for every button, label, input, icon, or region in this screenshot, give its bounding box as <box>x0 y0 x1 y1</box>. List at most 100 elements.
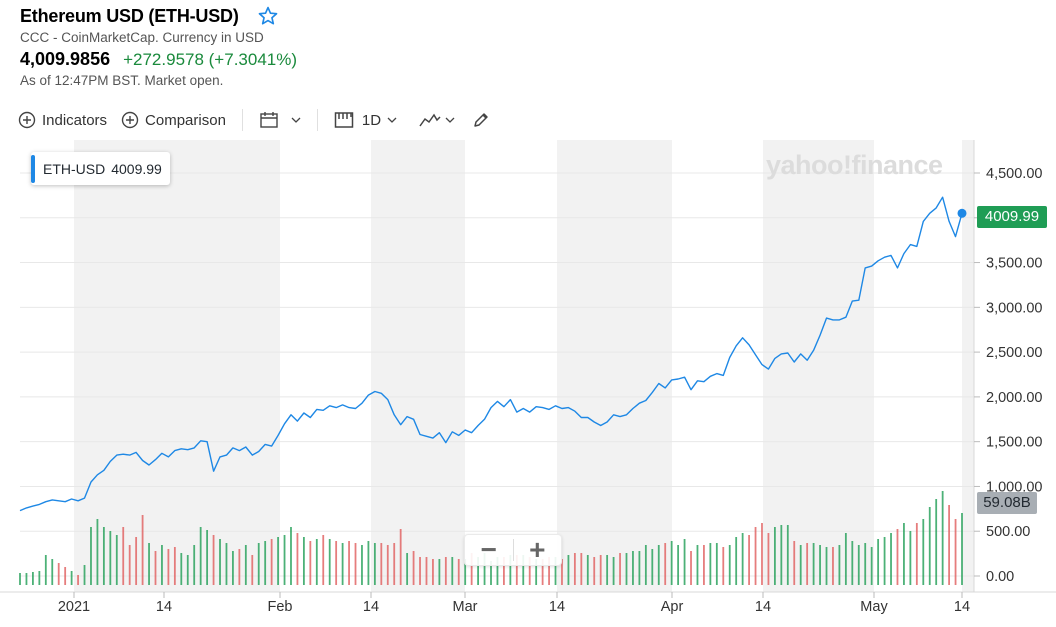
date-range-button[interactable] <box>259 106 301 134</box>
volume-bar <box>180 553 183 585</box>
yahoo-finance-logo: yahoo!finance <box>766 150 943 180</box>
volume-bar <box>644 545 647 585</box>
volume-bar <box>754 527 757 585</box>
price-chart[interactable]: 4,500.004,000.003,500.003,000.002,500.00… <box>0 140 1056 627</box>
circle-plus-icon <box>18 111 36 129</box>
x-tick-label: Mar <box>453 599 478 615</box>
volume-bar <box>199 527 202 585</box>
volume-bar <box>780 525 783 585</box>
volume-bar <box>341 543 344 585</box>
volume-bar <box>406 553 409 585</box>
quote-header: Ethereum USD (ETH-USD) CCC - CoinMarketC… <box>20 4 720 89</box>
volume-bar <box>903 523 905 585</box>
y-tick-label: 4,500.00 <box>986 166 1042 182</box>
volume-bar <box>509 555 512 585</box>
line-chart-icon <box>419 113 441 127</box>
volume-bar <box>857 545 860 585</box>
x-tick-label: 14 <box>156 599 172 615</box>
volume-bar <box>819 545 821 585</box>
volume-bar <box>96 519 99 585</box>
volume-bar <box>393 543 396 585</box>
volume-bar <box>948 505 950 585</box>
volume-bar <box>799 545 802 585</box>
x-tick-label: Feb <box>268 599 293 615</box>
draw-tool-button[interactable] <box>471 106 491 134</box>
volume-bar <box>386 545 389 585</box>
volume-bar <box>483 553 486 585</box>
toolbar-divider <box>241 109 243 131</box>
volume-bar <box>522 555 525 585</box>
x-axis: 2021 14 Feb 14 Mar 14 Apr 14 May 14 <box>0 591 1056 615</box>
month-band <box>763 140 874 592</box>
volume-bar <box>206 530 209 585</box>
volume-bar <box>870 547 873 585</box>
volume-bar <box>51 559 54 585</box>
volume-bar <box>741 533 744 585</box>
volume-bar <box>296 533 299 585</box>
volume-bar <box>793 541 796 585</box>
volume-bar <box>19 573 21 585</box>
quote-source: CCC - CoinMarketCap. Currency in USD <box>20 30 264 45</box>
volume-bar <box>690 551 692 585</box>
volume-bar <box>677 545 680 585</box>
star-outline-icon[interactable] <box>257 5 279 27</box>
volume-bar <box>122 527 125 585</box>
volume-bar <box>109 531 112 585</box>
x-tick-label: 14 <box>755 599 771 615</box>
candle-icon <box>334 112 354 128</box>
volume-bar <box>161 545 163 585</box>
volume-bar <box>806 543 809 585</box>
volume-bar <box>322 535 325 585</box>
volume-bar <box>625 553 628 585</box>
volume-bar <box>444 557 447 585</box>
volume-bar <box>238 549 241 585</box>
indicators-label: Indicators <box>42 111 108 129</box>
volume-bar <box>554 557 557 585</box>
zoom-in-button[interactable]: + <box>529 534 546 565</box>
volume-bar <box>167 549 170 585</box>
indicators-button[interactable]: Indicators <box>18 106 107 134</box>
x-tick-label: 14 <box>549 599 565 615</box>
volume-bar <box>657 545 660 585</box>
volume-bar <box>670 541 673 585</box>
volume-bar <box>354 543 357 585</box>
volume-bar <box>135 537 138 585</box>
volume-bar <box>257 543 260 585</box>
legend-color-swatch <box>31 154 35 183</box>
volume-bar <box>419 557 421 585</box>
series-legend[interactable]: ETH-USD 4009.99 <box>31 152 170 185</box>
volume-bar <box>573 553 576 585</box>
price-change: +272.9578 (+7.3041%) <box>123 50 298 69</box>
volume-bar <box>586 555 589 585</box>
x-tick-label: May <box>860 599 888 615</box>
y-tick-label: 2,500.00 <box>986 345 1042 361</box>
chart-type-button[interactable] <box>419 106 455 134</box>
y-tick-label: 0.00 <box>986 569 1014 585</box>
interval-label: 1D <box>361 111 382 129</box>
volume-bar <box>773 527 776 585</box>
x-tick-label: 2021 <box>58 599 90 615</box>
comparison-button[interactable]: Comparison <box>121 106 226 134</box>
volume-bar <box>767 533 770 585</box>
volume-bar <box>915 523 918 585</box>
volume-bar <box>451 557 454 585</box>
volume-bar <box>264 541 267 585</box>
chevron-down-icon <box>291 117 301 123</box>
volume-bar <box>64 567 67 585</box>
volume-bar <box>548 557 550 585</box>
volume-bar <box>961 513 963 585</box>
volume-bar <box>761 523 763 585</box>
y-axis: 4,500.004,000.003,500.003,000.002,500.00… <box>974 166 1042 585</box>
chevron-down-icon <box>387 117 397 123</box>
y-tick-label: 3,000.00 <box>986 300 1042 316</box>
volume-bar <box>102 527 105 585</box>
legend-value: 4009.99 <box>111 160 162 177</box>
legend-symbol: ETH-USD <box>43 160 106 177</box>
volume-bar <box>77 575 79 585</box>
draw-pencil-icon <box>474 113 488 127</box>
volume-bar <box>638 551 641 585</box>
interval-button[interactable]: 1D <box>334 106 397 134</box>
zoom-out-button[interactable]: − <box>480 534 497 565</box>
quote-title: Ethereum USD (ETH-USD) <box>20 5 239 26</box>
month-band <box>20 140 74 592</box>
